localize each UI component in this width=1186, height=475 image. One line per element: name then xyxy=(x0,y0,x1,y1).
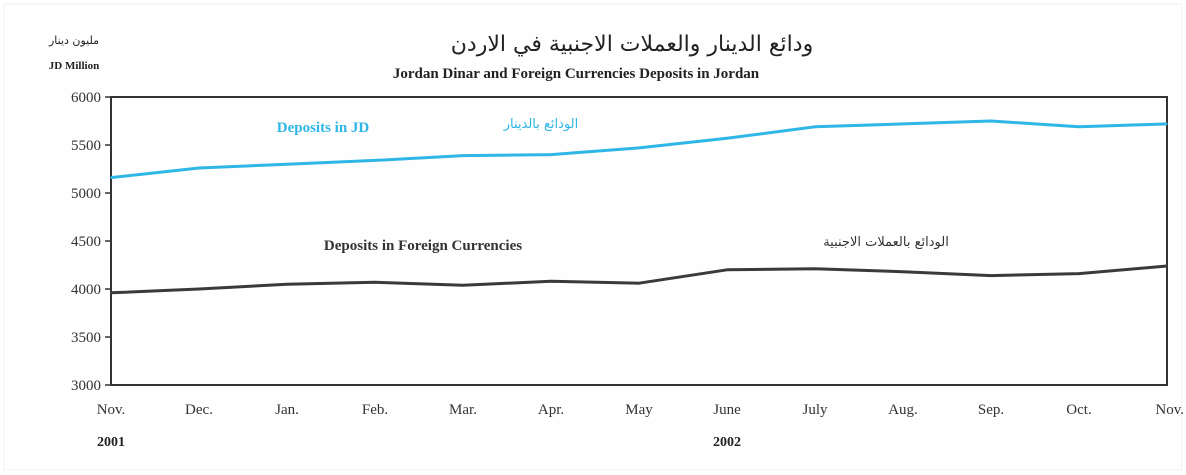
series-label-foreign-arabic: الودائع بالعملات الاجنبية xyxy=(823,235,949,250)
year-labels: 2001 2002 xyxy=(97,435,741,450)
data-point xyxy=(814,125,816,128)
chart-title-arabic: ودائع الدينار والعملات الاجنبية في الارد… xyxy=(451,32,813,57)
y-tick-label: 3500 xyxy=(71,330,101,346)
x-tick-label: Apr. xyxy=(538,402,564,418)
y-tick-label: 4000 xyxy=(71,282,101,298)
chart-background xyxy=(3,3,1183,471)
plot-frame xyxy=(110,96,1168,386)
data-point xyxy=(110,176,112,179)
data-point xyxy=(638,282,640,285)
data-point xyxy=(110,292,112,294)
x-tick-label: July xyxy=(802,402,828,418)
data-point xyxy=(990,274,992,277)
data-point xyxy=(286,283,288,286)
data-point xyxy=(1078,272,1080,275)
y-axis-ticks: 3000 3500 4000 4500 5000 5500 6000 xyxy=(71,90,111,394)
data-point xyxy=(726,137,728,140)
data-point xyxy=(726,269,728,271)
data-point xyxy=(462,284,464,286)
y-tick-label: 3000 xyxy=(71,378,101,394)
data-point xyxy=(990,120,992,122)
data-point xyxy=(550,153,552,156)
data-point xyxy=(550,280,552,283)
series-label-jd-arabic: الودائع بالدينار xyxy=(503,117,579,132)
year-label: 2001 xyxy=(97,435,125,450)
x-tick-label: June xyxy=(713,402,741,418)
data-point xyxy=(462,154,464,157)
series-lines xyxy=(110,119,1168,295)
data-point xyxy=(1078,125,1080,128)
y-unit-label-arabic: مليون دينار xyxy=(48,34,99,47)
x-tick-label: Nov. xyxy=(97,402,126,418)
x-tick-label: Jan. xyxy=(275,402,299,418)
chart-title: Jordan Dinar and Foreign Currencies Depo… xyxy=(393,66,760,82)
x-axis-ticks: Nov. Dec. Jan. Feb. Mar. Apr. May June July Aug. S… xyxy=(97,402,1184,418)
y-tick-label: 5000 xyxy=(71,186,101,202)
data-point xyxy=(902,123,904,125)
x-tick-label: Dec. xyxy=(185,402,213,418)
x-tick-label: Sep. xyxy=(978,402,1004,418)
data-point xyxy=(374,159,376,162)
year-label: 2002 xyxy=(713,435,741,450)
data-point xyxy=(198,288,200,290)
y-tick-label: 5500 xyxy=(71,138,101,154)
data-point xyxy=(1166,265,1168,267)
x-tick-label: Feb. xyxy=(362,402,388,418)
data-point xyxy=(638,147,640,149)
y-unit-label: JD Million xyxy=(49,60,99,72)
x-tick-label: Aug. xyxy=(888,402,918,418)
x-tick-label: May xyxy=(625,402,653,418)
x-tick-label: Mar. xyxy=(449,402,477,418)
data-point xyxy=(814,268,816,270)
data-point xyxy=(1166,123,1168,125)
data-point xyxy=(374,281,376,284)
x-tick-label: Nov. xyxy=(1155,402,1184,418)
data-point xyxy=(286,163,288,165)
y-tick-label: 4500 xyxy=(71,234,101,250)
series-label-jd: Deposits in JD xyxy=(277,120,370,136)
x-tick-label: Oct. xyxy=(1066,402,1091,418)
data-point xyxy=(902,270,904,273)
series-label-foreign: Deposits in Foreign Currencies xyxy=(324,238,522,254)
data-point xyxy=(198,167,200,169)
y-tick-label: 6000 xyxy=(71,90,101,106)
